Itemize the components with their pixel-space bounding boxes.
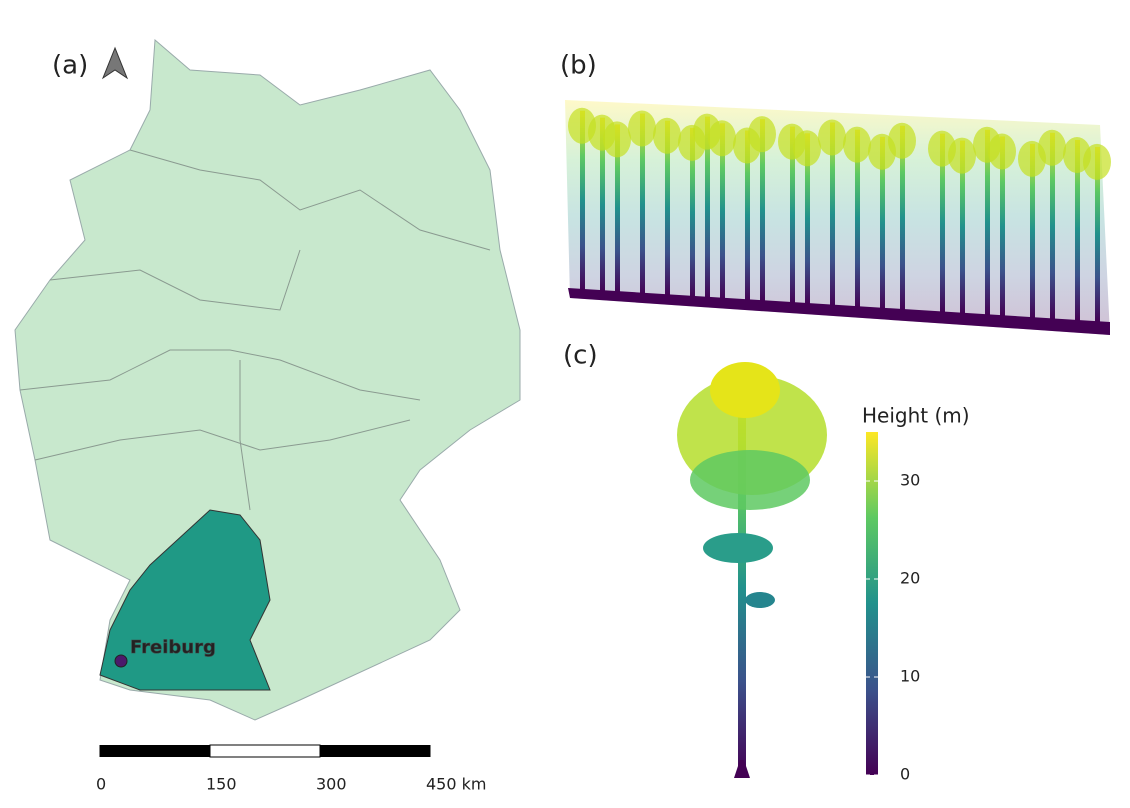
scale-label: 450 km [426,775,486,794]
scale-bar: 0 150 300 450 km [96,744,486,794]
trunk [720,123,725,300]
trunk [1000,136,1005,317]
trunk [940,133,945,313]
scale-label: 300 [316,775,347,794]
trunk [805,133,810,305]
ground [568,288,1110,335]
panel-label: (c) [563,341,598,371]
trunk [600,117,605,293]
scale-label: 150 [206,775,237,794]
trunk [665,120,670,296]
crown [988,133,1016,170]
point-cloud-trees [568,107,1111,322]
crown [748,116,776,153]
panel-label: (a) [52,51,88,81]
scale-label: 0 [96,775,106,794]
trunk [705,116,710,299]
scale-segment [100,745,210,757]
crown [948,137,976,174]
trunk [1050,132,1055,320]
single-tree [677,362,827,778]
germany [14,38,521,721]
trunk [745,130,750,301]
trunk [1095,146,1100,322]
colorbar [866,432,878,775]
crown [603,121,631,158]
baden-wuerttemberg [99,509,271,691]
crown [843,126,871,163]
trunk [830,122,835,306]
crown [653,117,681,154]
trunk [615,124,620,293]
trunk [790,126,795,304]
colorbar-label: 30 [900,471,920,490]
trunk [640,113,645,295]
state-borders [19,149,491,511]
colorbar-ticks: 0 10 20 30 [866,471,920,784]
city-marker [114,654,128,668]
crown [793,130,821,167]
trunk [880,136,885,309]
panel-label: (b) [560,51,597,81]
trunk [1030,143,1035,318]
trunk [900,125,905,311]
crown [888,122,916,159]
trunk [690,127,695,298]
crown [628,110,656,147]
colorbar-title: Height (m) [862,404,970,428]
colorbar-label: 0 [900,765,910,784]
scale-segment [320,745,430,757]
colorbar-label: 10 [900,667,920,686]
trunk [985,129,990,316]
trunk [855,129,860,308]
trunk [1075,139,1080,321]
crown [1038,129,1066,166]
trunk [580,110,585,291]
trunk [960,140,965,314]
city-label: Freiburg [130,637,216,658]
north-arrow [101,46,129,80]
crown [1083,143,1111,180]
trunk [760,119,765,302]
colorbar-label: 20 [900,569,920,588]
scale-segment [209,744,321,758]
crown [818,119,846,156]
crown [708,120,736,157]
